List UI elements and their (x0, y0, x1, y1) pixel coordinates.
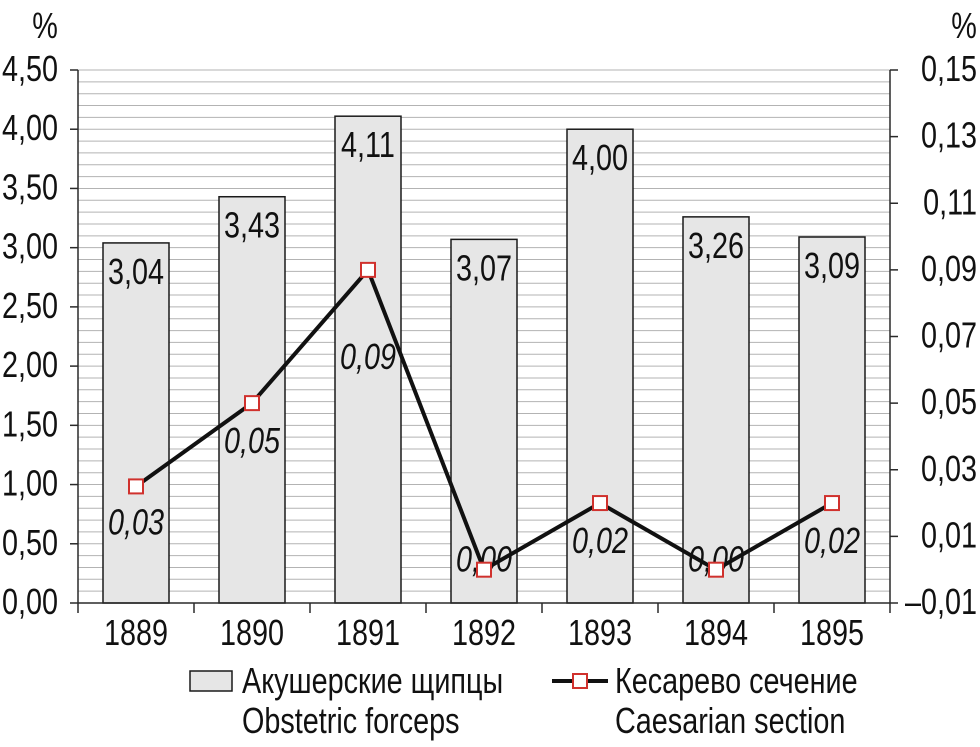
line-value-label: 0,02 (804, 520, 860, 561)
line-marker (708, 561, 724, 578)
legend-swatch-bar (189, 670, 233, 692)
bar-value-label: 4,00 (572, 137, 628, 178)
y-tick-label: 3,50 (2, 166, 58, 207)
y2-tick-label: –0,01 (905, 581, 977, 622)
legend-item-caesarian: Кесарево сечение Caesarian section (552, 660, 858, 741)
bar-value-label: 3,26 (688, 225, 744, 266)
line-value-label: 0,02 (572, 520, 628, 561)
legend-label-caesarian: Кесарево сечение (615, 660, 858, 701)
y-axis-label: % (32, 5, 58, 46)
line-marker (476, 561, 492, 578)
line-value-label: 0,09 (340, 336, 396, 377)
bar (798, 236, 866, 604)
x-tick-label: 1889 (104, 612, 168, 653)
y-tick-label: 0,00 (2, 581, 58, 622)
line-marker (128, 478, 144, 495)
legend-swatch-marker (572, 673, 588, 689)
bar-value-label: 3,09 (804, 245, 860, 286)
x-tick-label: 1895 (800, 612, 864, 653)
bar (682, 216, 750, 604)
legend-item-forceps: Акушерские щипцы Obstetric forceps (189, 660, 503, 741)
line-marker (360, 261, 376, 278)
legend-label-forceps-en: Obstetric forceps (242, 700, 460, 741)
x-tick-label: 1894 (684, 612, 748, 653)
y-tick-label: 1,50 (2, 403, 58, 444)
y-tick-label: 2,50 (2, 285, 58, 326)
y2-tick-label: 0,09 (921, 248, 977, 289)
x-tick-label: 1891 (336, 612, 400, 653)
line-series-group: 0,030,050,090,00 0,02 0,00 0,02 (108, 261, 860, 579)
bar (450, 238, 518, 604)
line-value-label: 0,03 (108, 501, 164, 542)
bar (102, 242, 170, 604)
x-tick-label: 1890 (220, 612, 284, 653)
y2-tick-label: 0,07 (921, 314, 977, 355)
bar (334, 115, 402, 604)
x-tick-label: 1893 (568, 612, 632, 653)
line-value-label: 0,05 (224, 420, 281, 461)
bar (566, 128, 634, 604)
bar-value-label: 4,11 (341, 124, 395, 165)
legend-label-forceps: Акушерские щипцы (242, 660, 503, 701)
bar-value-label: 3,43 (224, 205, 280, 246)
y2-tick-label: 0,15 (921, 48, 977, 89)
x-tick-label: 1892 (452, 612, 516, 653)
y2-tick-label: 0,01 (921, 514, 977, 555)
bar-series: 3,04 3,43 4,11 3,07 4,00 3,26 3,09 (102, 115, 866, 604)
bar-value-label: 3,07 (456, 247, 512, 288)
y-tick-label: 3,00 (2, 226, 58, 267)
y2-tick-label: 0,03 (921, 448, 977, 489)
y-tick-label: 2,00 (2, 344, 58, 385)
legend-label-caesarian-en: Caesarian section (615, 700, 845, 741)
legend: Акушерские щипцы Obstetric forceps Кесар… (189, 660, 858, 741)
y2-tick-label: 0,11 (923, 181, 977, 222)
line-marker (824, 495, 840, 512)
y2-tick-label: 0,05 (921, 381, 977, 422)
bar-value-label: 3,04 (108, 251, 164, 292)
axes: 0,00 0,50 1,00 1,50 2,00 2,50 3,00 3,50 4,00 4,50… (2, 48, 977, 653)
y-tick-label: 4,00 (2, 107, 58, 148)
line-marker (592, 495, 608, 512)
y2-tick-label: 0,13 (921, 114, 977, 155)
y-tick-label: 1,00 (2, 462, 58, 503)
y-tick-label: 4,50 (2, 48, 58, 89)
y-tick-label: 0,50 (2, 522, 58, 563)
y2-axis-label: % (951, 5, 977, 46)
line-marker (244, 395, 260, 412)
